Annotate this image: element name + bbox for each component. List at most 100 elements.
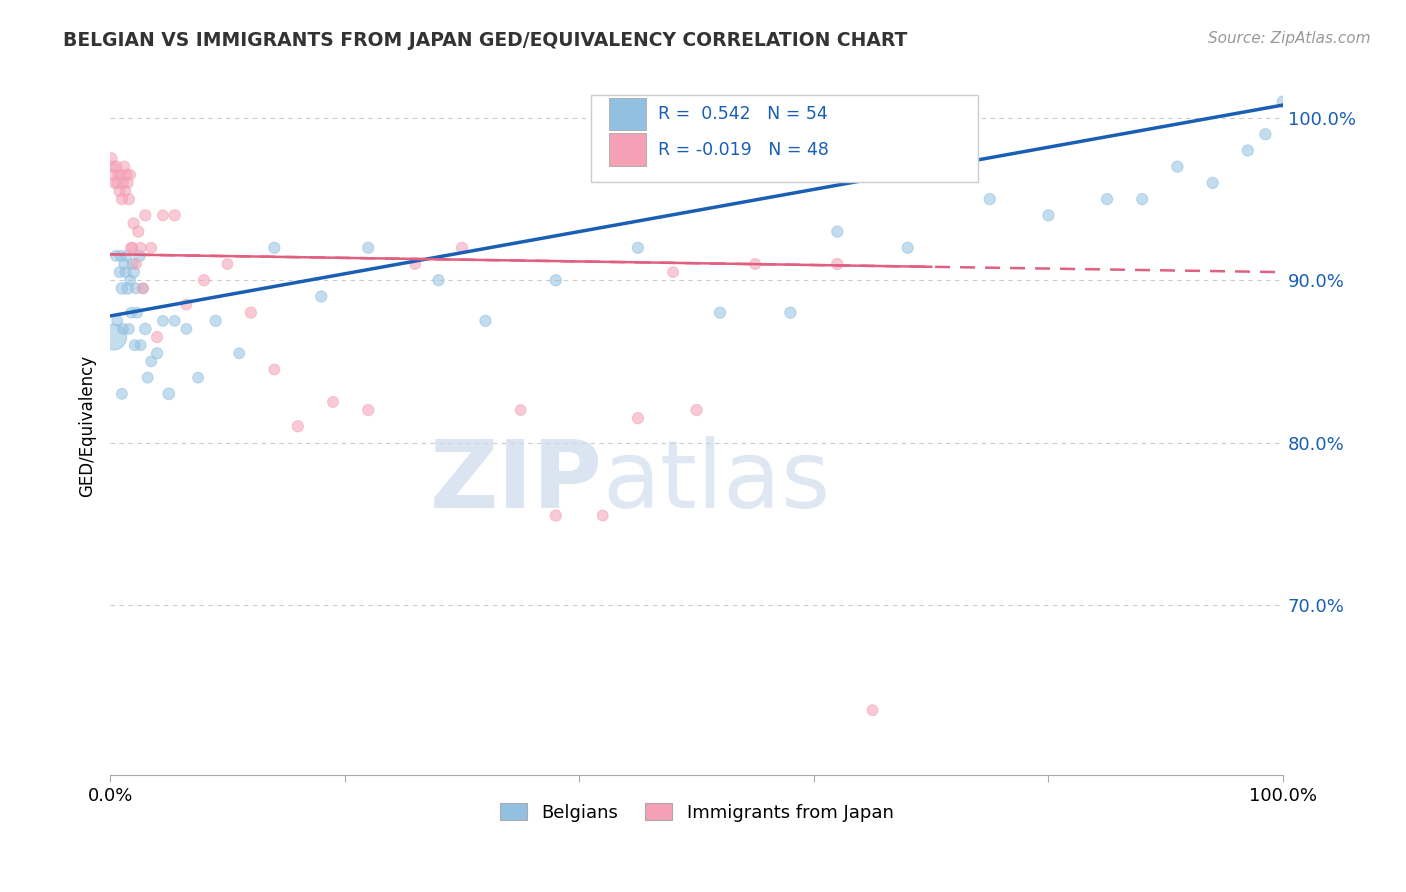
Point [827,257,849,271]
Point [114,265,136,279]
Point [117,281,139,295]
Point [1095,192,1118,206]
Point [427,273,450,287]
Point [121,241,143,255]
FancyBboxPatch shape [609,98,647,130]
Point [744,257,766,271]
Point [309,289,332,303]
Point [217,257,239,271]
Point [112,322,135,336]
Point [111,192,134,206]
Point [117,176,139,190]
Point [193,273,215,287]
Point [115,168,138,182]
Point [129,241,152,255]
Point [544,508,567,523]
Point [122,217,145,231]
Point [134,322,156,336]
Point [105,176,128,190]
Point [451,241,474,255]
Point [263,362,285,376]
Text: BELGIAN VS IMMIGRANTS FROM JAPAN GED/EQUIVALENCY CORRELATION CHART: BELGIAN VS IMMIGRANTS FROM JAPAN GED/EQU… [63,31,908,50]
Point [239,306,262,320]
Point [127,225,149,239]
Point [627,411,650,425]
Point [1201,176,1223,190]
Text: R = -0.019   N = 48: R = -0.019 N = 48 [658,141,828,159]
Point [115,249,138,263]
Point [627,241,650,255]
Point [152,314,174,328]
Point [120,273,142,287]
Point [105,249,128,263]
Point [862,703,884,717]
Point [779,306,801,320]
Point [228,346,250,360]
Point [120,168,142,182]
Point [287,419,309,434]
Point [111,387,134,401]
Point [979,192,1001,206]
Point [146,330,169,344]
Point [114,184,136,198]
Point [1166,160,1188,174]
Point [108,184,131,198]
Point [112,257,135,271]
Point [125,257,148,271]
Point [163,314,186,328]
Text: Source: ZipAtlas.com: Source: ZipAtlas.com [1208,31,1371,46]
Point [118,322,141,336]
Point [146,346,169,360]
Point [103,330,125,344]
Point [103,168,125,182]
Point [110,249,132,263]
Point [136,370,159,384]
Point [1254,127,1277,141]
Point [1272,95,1295,109]
Point [125,281,148,295]
Point [124,338,146,352]
Point [322,395,344,409]
Point [110,168,132,182]
Point [111,281,134,295]
Point [141,241,163,255]
Point [129,338,152,352]
Point [897,241,920,255]
Point [474,314,496,328]
Point [827,225,849,239]
Point [132,281,155,295]
Point [141,354,163,368]
Point [112,160,135,174]
Point [263,241,285,255]
Point [709,306,731,320]
Point [544,273,567,287]
Point [357,241,380,255]
Point [509,403,531,417]
Point [107,168,129,182]
Point [134,208,156,222]
Point [101,160,124,174]
FancyBboxPatch shape [591,95,979,182]
Point [662,265,685,279]
Point [104,176,127,190]
Text: ZIP: ZIP [430,436,603,528]
Point [1038,208,1060,222]
Legend: Belgians, Immigrants from Japan: Belgians, Immigrants from Japan [492,796,901,829]
Point [357,403,380,417]
Point [105,314,128,328]
Point [404,257,426,271]
FancyBboxPatch shape [609,134,647,166]
Point [176,297,198,311]
Point [100,152,122,166]
Text: atlas: atlas [603,436,831,528]
Point [176,322,198,336]
Text: R =  0.542   N = 54: R = 0.542 N = 54 [658,105,828,123]
Point [157,387,180,401]
Point [121,257,143,271]
Point [592,508,614,523]
Point [163,208,186,222]
Point [122,265,145,279]
Point [187,370,209,384]
Point [118,192,141,206]
Point [120,241,142,255]
